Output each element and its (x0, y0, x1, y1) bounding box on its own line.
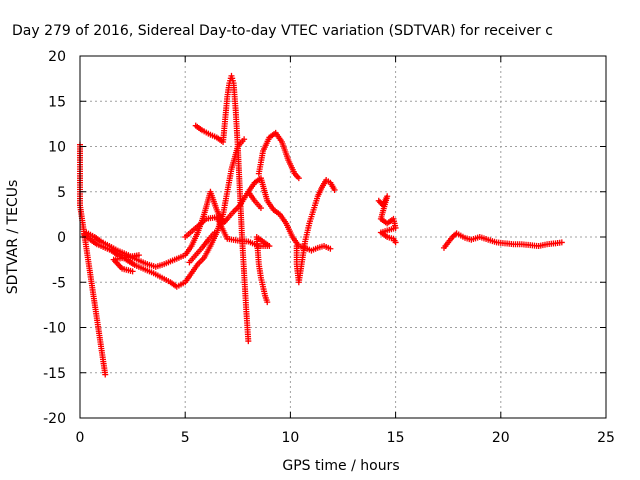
y-tick-label: -5 (52, 275, 66, 291)
plot-frame (79, 55, 607, 419)
y-tick-label: -20 (43, 411, 66, 427)
data-point (331, 186, 338, 193)
data-point (245, 338, 252, 345)
chart-title: Day 279 of 2016, Sidereal Day-to-day VTE… (12, 23, 553, 39)
y-tick-label: 5 (57, 185, 66, 201)
x-tick-label: 15 (387, 430, 405, 446)
data-point (392, 239, 399, 246)
x-tick-label: 25 (597, 430, 615, 446)
y-tick-label: 0 (57, 230, 66, 246)
y-tick-label: 15 (48, 94, 66, 110)
y-tick-label: 10 (48, 140, 66, 156)
data-point (211, 229, 218, 236)
grid-lines (80, 56, 606, 418)
x-tick-label: 20 (492, 430, 510, 446)
y-tick-label: -10 (43, 321, 66, 337)
data-point (295, 175, 302, 182)
x-tick-label: 10 (281, 430, 299, 446)
y-tick-label: 20 (48, 49, 66, 65)
x-axis-label: GPS time / hours (282, 458, 399, 474)
y-tick-label: -15 (43, 366, 66, 382)
data-point (241, 136, 248, 143)
data-points (77, 72, 565, 378)
data-point (327, 245, 334, 252)
data-point (129, 268, 136, 275)
data-point (264, 299, 271, 306)
y-axis-ticks: -20 -15 -10 -5 0 5 10 15 20 (43, 49, 606, 427)
x-axis-ticks: 0 5 10 15 20 25 (76, 56, 615, 446)
y-axis-label: SDTVAR / TECUs (5, 180, 21, 295)
data-point (257, 205, 264, 212)
data-point (102, 371, 109, 378)
x-tick-label: 5 (181, 430, 190, 446)
x-tick-label: 0 (76, 430, 85, 446)
data-point (558, 239, 565, 246)
